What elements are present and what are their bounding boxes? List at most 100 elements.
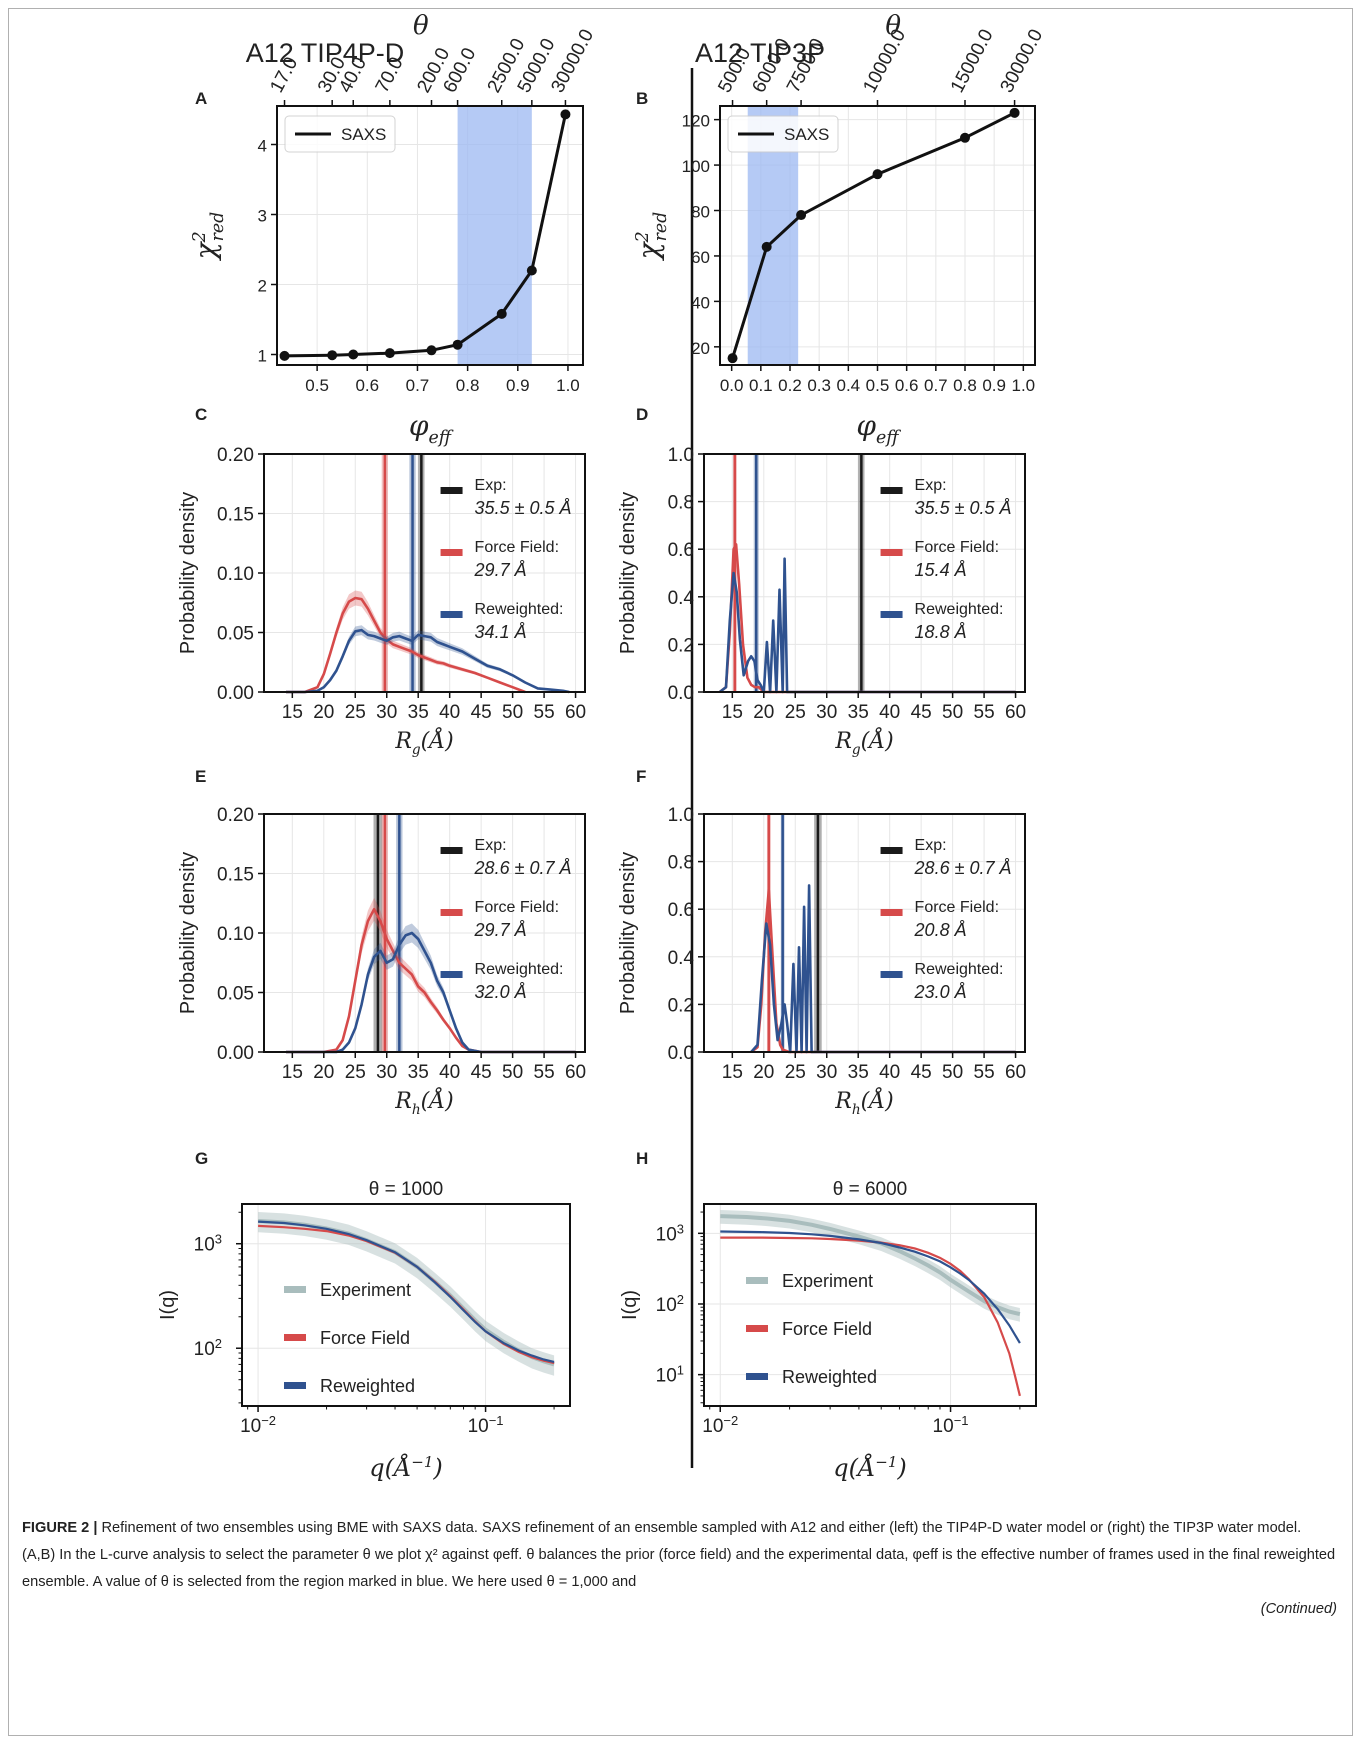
x-tick-label: 20 xyxy=(753,1062,774,1083)
y-axis-label: I(q) xyxy=(619,1290,641,1320)
y-tick-label: 103 xyxy=(656,1221,684,1246)
legend-swatch xyxy=(880,487,903,494)
legend-label: Exp: xyxy=(915,477,947,494)
x-tick-label: 15 xyxy=(282,1062,303,1083)
y-axis-label: Probability density xyxy=(177,492,199,654)
data-point xyxy=(384,348,395,359)
legend: Exp: 28.6 ± 0.7 Å Force Field: 29.7 Å Reweig… xyxy=(440,837,572,1002)
panel-h: Experiment Force Field Reweighted θ = 6000 q… xyxy=(619,1179,1037,1482)
legend-value: 29.7 Å xyxy=(474,920,527,940)
legend-value: 34.1 Å xyxy=(475,622,527,642)
legend-swatch xyxy=(440,549,463,556)
x-tick-label: 60 xyxy=(565,702,586,723)
y-tick-label: 60 xyxy=(691,248,710,267)
x-tick-label: 25 xyxy=(345,702,366,723)
y-tick-label: 0.15 xyxy=(217,865,254,886)
panel-title-b: A12 TIP3P xyxy=(695,38,825,68)
y-tick-label: 1.0 xyxy=(668,445,694,466)
series-line-reweighted xyxy=(720,1230,1021,1344)
theta-tick-label: 15000.0 xyxy=(947,26,998,97)
legend-label: Reweighted xyxy=(320,1376,415,1396)
y-tick-label: 1 xyxy=(258,347,267,366)
legend-label: Experiment xyxy=(782,1271,873,1291)
y-tick-label: 80 xyxy=(691,203,710,222)
y-tick-label: 0.00 xyxy=(217,683,254,704)
panel-letter-g: G xyxy=(195,1149,208,1168)
x-tick-label: 40 xyxy=(879,1062,900,1083)
x-tick-label: 20 xyxy=(313,702,334,723)
x-tick-label: 20 xyxy=(313,1062,334,1083)
legend-swatch xyxy=(746,1325,768,1332)
x-tick-label: 0.1 xyxy=(749,376,773,395)
x-tick-label: 50 xyxy=(502,702,523,723)
x-tick-label: 35 xyxy=(408,1062,429,1083)
x-tick-label: 30 xyxy=(816,1062,837,1083)
legend-label: Reweighted: xyxy=(915,601,1004,618)
y-axis-label: χ2red xyxy=(189,212,228,262)
x-tick-label: 30 xyxy=(376,702,397,723)
y-tick-label: 0.10 xyxy=(217,564,254,585)
legend-value: 28.6 ± 0.7 Å xyxy=(474,858,572,878)
data-point xyxy=(872,169,883,180)
x-axis-label: φeff xyxy=(409,409,454,448)
legend-value: 29.7 Å xyxy=(474,560,527,580)
legend: Experiment Force Field Reweighted xyxy=(284,1280,415,1396)
x-tick-label: 0.4 xyxy=(837,376,861,395)
legend-swatch xyxy=(746,1373,768,1380)
x-tick-label: 50 xyxy=(942,1062,963,1083)
x-tick-label: 0.9 xyxy=(506,376,530,395)
series-line-reweighted xyxy=(286,628,570,694)
chart-title: θ = 6000 xyxy=(833,1179,908,1200)
series-line-force-field xyxy=(720,1236,1021,1397)
y-axis-label: Probability density xyxy=(617,852,639,1014)
x-tick-label: 0.7 xyxy=(406,376,430,395)
x-tick-label: 0.0 xyxy=(720,376,744,395)
legend-label: Exp: xyxy=(475,477,507,494)
x-axis-label: Rg(Å) xyxy=(394,726,453,758)
panel-letter-h: H xyxy=(636,1149,648,1168)
x-tick-label: 40 xyxy=(879,702,900,723)
y-tick-label: 0.05 xyxy=(217,984,254,1005)
legend-swatch xyxy=(880,971,903,978)
series-line-force-field xyxy=(286,907,576,1054)
caption-continued: (Continued) xyxy=(1260,1601,1337,1617)
data-point xyxy=(327,350,338,361)
y-tick-label: 2 xyxy=(258,277,267,296)
saxs-line xyxy=(731,111,1016,359)
y-tick-label: 120 xyxy=(682,112,710,131)
legend-value: 28.6 ± 0.7 Å xyxy=(914,858,1012,878)
x-tick-label: 45 xyxy=(911,1062,932,1083)
x-tick-label: 0.5 xyxy=(866,376,890,395)
axes-frame xyxy=(241,1203,571,1407)
data-point xyxy=(1009,107,1020,118)
legend-label: Experiment xyxy=(320,1280,411,1300)
series-line-reweighted xyxy=(286,931,576,1054)
legend: Experiment Force Field Reweighted xyxy=(746,1271,877,1387)
y-tick-label: 0.6 xyxy=(668,540,694,561)
x-tick-label: 35 xyxy=(848,702,869,723)
panel-letter-c: C xyxy=(195,405,207,424)
x-tick-label: 60 xyxy=(565,1062,586,1083)
y-tick-label: 0.0 xyxy=(668,1043,694,1064)
legend-label: SAXS xyxy=(341,125,386,144)
y-tick-label: 100 xyxy=(682,157,710,176)
x-tick-label: 60 xyxy=(1005,702,1026,723)
panel-g: Experiment Force Field Reweighted θ = 1000 q… xyxy=(157,1179,571,1482)
legend-swatch xyxy=(284,1382,306,1389)
legend-swatch xyxy=(440,611,463,618)
x-tick-label: 45 xyxy=(471,702,492,723)
legend-swatch xyxy=(440,909,463,916)
legend-label: Exp: xyxy=(915,837,947,854)
y-tick-label: 102 xyxy=(656,1291,684,1316)
legend-label: Exp: xyxy=(475,837,507,854)
x-tick-label: 55 xyxy=(974,1062,995,1083)
legend-swatch xyxy=(746,1277,768,1284)
legend-box xyxy=(284,115,396,153)
data-point xyxy=(796,210,807,221)
legend-value: 32.0 Å xyxy=(475,982,527,1002)
x-tick-label: 10−2 xyxy=(702,1413,738,1438)
x-tick-label: 60 xyxy=(1005,1062,1026,1083)
legend-label: Force Field: xyxy=(475,539,559,556)
